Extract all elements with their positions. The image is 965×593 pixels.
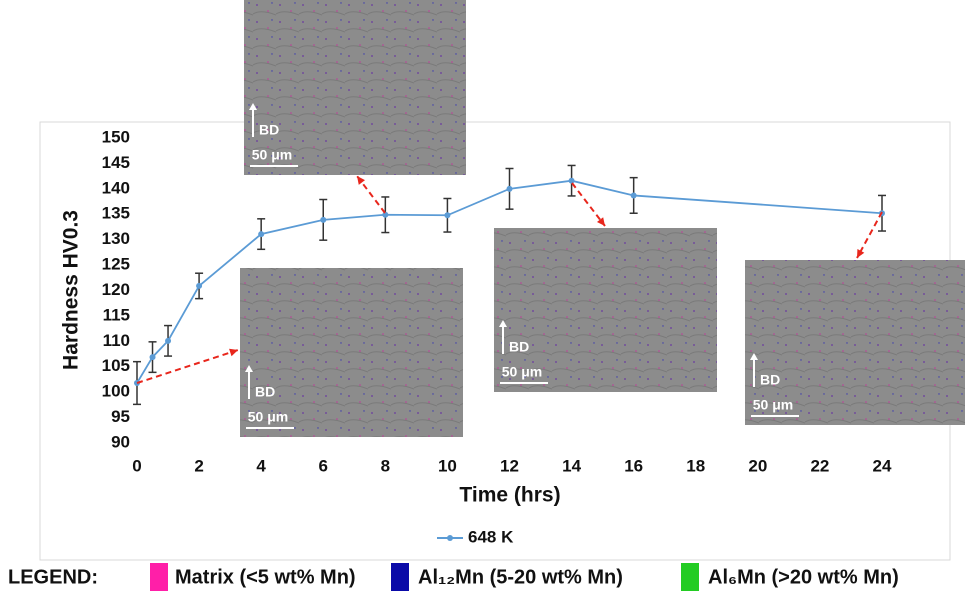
data-point [258, 231, 265, 238]
x-tick-label: 22 [810, 456, 829, 475]
data-point [165, 337, 172, 344]
phase-label: Matrix (<5 wt% Mn) [175, 566, 356, 588]
x-tick-label: 18 [686, 456, 705, 475]
scale-bar-label: 50 μm [248, 409, 288, 425]
y-tick-label: 125 [102, 255, 130, 274]
y-tick-label: 105 [102, 356, 130, 375]
y-tick-label: 140 [102, 178, 130, 197]
x-tick-label: 8 [381, 456, 390, 475]
phase-swatch [150, 563, 168, 591]
x-tick-label: 12 [500, 456, 519, 475]
micrograph [745, 260, 965, 425]
data-point [506, 185, 513, 192]
x-tick-label: 4 [256, 456, 266, 475]
bd-arrow-head [249, 103, 257, 110]
bd-arrow-head [245, 365, 253, 372]
direction-label: BD [760, 372, 780, 388]
data-point [568, 177, 575, 184]
y-tick-label: 115 [103, 305, 130, 324]
data-point [630, 192, 637, 199]
pointer-arrow [356, 175, 386, 214]
legend-label: 648 K [468, 527, 514, 546]
micrograph-inset: BD 50 μm [745, 260, 965, 425]
arrow-head [357, 176, 366, 185]
y-tick-label: 145 [102, 153, 130, 172]
data-line [136, 179, 883, 384]
x-tick-label: 24 [873, 456, 892, 475]
bd-arrow-head [499, 320, 507, 327]
y-tick-label: 100 [102, 382, 130, 401]
x-tick-label: 16 [624, 456, 643, 475]
y-tick-label: 135 [102, 204, 130, 223]
micrograph [494, 228, 717, 392]
micrograph [244, 0, 466, 175]
y-axis-title: Hardness HV0.3 [60, 210, 83, 370]
scale-bar-label: 50 μm [252, 147, 292, 163]
arrow-head [857, 249, 865, 258]
phase-swatch [681, 563, 699, 591]
x-tick-label: 20 [748, 456, 767, 475]
direction-label: BD [509, 339, 529, 355]
x-tick-label: 0 [132, 456, 141, 475]
y-tick-label: 90 [111, 432, 130, 451]
x-axis-title: Time (hrs) [459, 484, 560, 507]
y-tick-label: 120 [102, 280, 130, 299]
bd-arrow-head [750, 353, 758, 360]
data-point [320, 216, 327, 223]
legend-marker [447, 535, 453, 541]
arrow-head [596, 217, 605, 226]
micrograph [240, 268, 463, 437]
micrograph-inset: BD 50 μm [244, 0, 466, 175]
x-tick-label: 10 [438, 456, 457, 475]
phase-swatch [391, 563, 409, 591]
y-tick-label: 110 [103, 331, 130, 350]
x-tick-label: 2 [194, 456, 203, 475]
y-tick-label: 150 [102, 127, 130, 146]
y-tick-label: 95 [111, 407, 130, 426]
scale-bar-label: 50 μm [753, 397, 793, 413]
micrograph-inset: BD 50 μm [240, 268, 463, 437]
phase-legend-title: LEGEND: [8, 566, 98, 588]
direction-label: BD [255, 384, 275, 400]
y-tick-label: 130 [102, 229, 130, 248]
x-tick-label: 6 [319, 456, 328, 475]
scale-bar-label: 50 μm [502, 364, 542, 380]
micrograph-inset: BD 50 μm [494, 228, 717, 392]
pointer-arrow [571, 182, 606, 227]
arrow-head [229, 348, 238, 357]
pointer-arrow [136, 349, 239, 384]
phase-label: Al₁₂Mn (5-20 wt% Mn) [418, 566, 623, 588]
data-point [444, 212, 451, 219]
data-point [149, 354, 156, 361]
phase-label: Al₆Mn (>20 wt% Mn) [708, 566, 899, 588]
direction-label: BD [259, 122, 279, 138]
data-point [382, 211, 389, 218]
pointer-arrow [856, 211, 883, 259]
data-point [196, 282, 203, 289]
x-tick-label: 14 [562, 456, 581, 475]
